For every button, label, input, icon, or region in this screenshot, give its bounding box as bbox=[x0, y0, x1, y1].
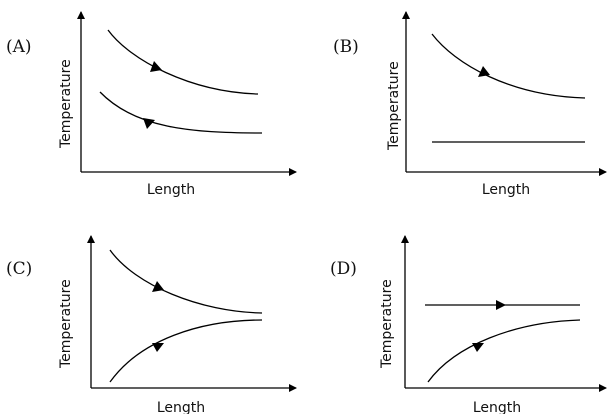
panel-a-xlabel: Length bbox=[147, 182, 195, 198]
panel-b-label: (B) bbox=[333, 37, 359, 57]
panel-c-xlabel: Length bbox=[157, 400, 205, 414]
panel-c: (C) Temperature Length bbox=[6, 235, 297, 414]
panel-d-cold-curve bbox=[427, 319, 581, 383]
panel-c-ylabel: Temperature bbox=[58, 279, 74, 369]
panel-a-label: (A) bbox=[6, 37, 32, 57]
panel-a-hot-flow-arrow bbox=[150, 61, 162, 72]
panel-d-ylabel: Temperature bbox=[379, 279, 395, 369]
panel-c-label: (C) bbox=[6, 259, 32, 279]
panel-b-hot-flow-arrow bbox=[478, 66, 490, 77]
panel-a-cold-flow-arrow bbox=[143, 118, 155, 129]
panel-c-hot-flow-arrow bbox=[152, 281, 164, 292]
panel-d: (D) Temperature Length bbox=[330, 235, 607, 414]
panel-d-label: (D) bbox=[330, 259, 357, 279]
panel-d-xlabel: Length bbox=[473, 400, 521, 414]
panel-b-xlabel: Length bbox=[482, 182, 530, 198]
panel-c-cold-curve bbox=[109, 319, 263, 383]
panel-d-constant-flow-arrow bbox=[496, 300, 506, 310]
panel-b-ylabel: Temperature bbox=[386, 61, 402, 151]
panel-a-hot-curve bbox=[107, 29, 259, 95]
panel-a-ylabel: Temperature bbox=[58, 59, 74, 149]
panel-c-cold-flow-arrow bbox=[152, 343, 164, 352]
panel-c-hot-curve bbox=[109, 249, 263, 314]
panel-d-cold-flow-arrow bbox=[472, 343, 484, 352]
panel-b: (B) Temperature Length bbox=[333, 11, 607, 198]
panel-a: (A) Temperature Length bbox=[6, 11, 297, 198]
panel-a-cold-curve bbox=[99, 91, 263, 134]
panel-b-hot-curve bbox=[431, 33, 586, 99]
